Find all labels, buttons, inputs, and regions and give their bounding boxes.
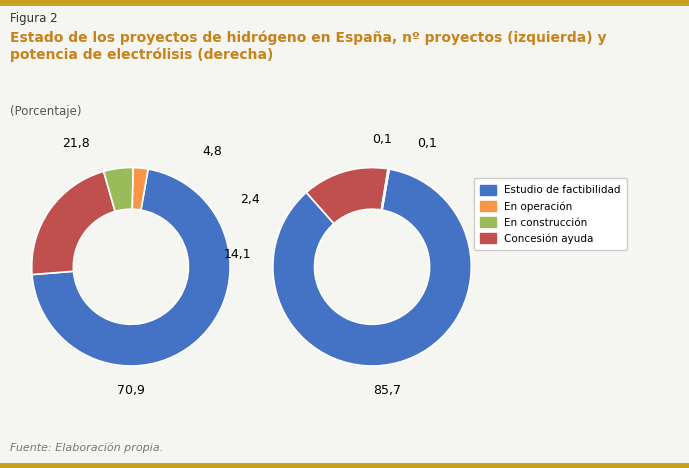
Text: 21,8: 21,8 [63,137,90,150]
Wedge shape [273,169,471,366]
Wedge shape [307,168,388,224]
Text: 4,8: 4,8 [203,145,223,158]
Wedge shape [32,169,230,366]
Legend: Estudio de factibilidad, En operación, En construcción, Concesión ayuda: Estudio de factibilidad, En operación, E… [474,178,627,250]
Text: Figura 2: Figura 2 [10,12,58,25]
Text: 14,1: 14,1 [223,249,251,261]
Text: 2,4: 2,4 [240,193,260,206]
Text: (Porcentaje): (Porcentaje) [10,105,82,118]
Text: 0,1: 0,1 [372,133,392,146]
Wedge shape [382,169,389,210]
Text: 85,7: 85,7 [373,384,401,397]
Text: 70,9: 70,9 [117,384,145,397]
Wedge shape [132,168,148,210]
Wedge shape [32,171,115,275]
Text: Estado de los proyectos de hidrógeno en España, nº proyectos (izquierda) y
poten: Estado de los proyectos de hidrógeno en … [10,30,607,62]
Wedge shape [381,169,389,210]
Text: Fuente: Elaboración propia.: Fuente: Elaboración propia. [10,442,163,453]
Wedge shape [103,168,133,212]
Text: 0,1: 0,1 [417,137,437,150]
